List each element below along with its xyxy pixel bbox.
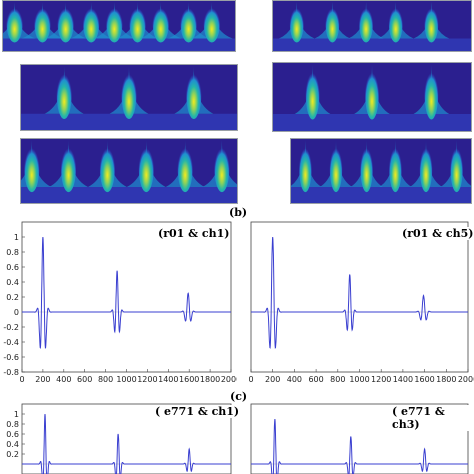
scalogram-peak: [424, 67, 439, 120]
x-tick-label: 1200: [371, 375, 391, 384]
plot-frame: [250, 221, 469, 373]
scalogram-peak: [289, 4, 304, 43]
x-tick-label: 600: [77, 375, 92, 384]
scalogram-peak: [419, 143, 433, 193]
annotation-chart-3: ( e771 & ch1): [155, 405, 240, 418]
x-tick-label: 1000: [349, 375, 369, 384]
scalogram-peak: [329, 143, 343, 193]
scalogram-peak: [106, 4, 123, 43]
signal-line: [251, 236, 468, 349]
annotation-chart-1: (r01 & ch1): [158, 227, 230, 240]
x-tick-label: 1800: [200, 375, 220, 384]
y-tick-label: 0.2: [6, 450, 19, 459]
scalogram-band: [21, 187, 237, 203]
x-tick-label: 1600: [179, 375, 199, 384]
scalogram-peak: [305, 67, 320, 120]
scalogram-band: [273, 114, 471, 131]
scalogram-peak: [138, 143, 154, 193]
x-tick-label: 200: [265, 375, 280, 384]
scalogram-low-right: [290, 138, 472, 204]
scalogram-peak: [325, 4, 340, 43]
plot-frame: [21, 221, 232, 373]
scalogram-peak: [177, 143, 193, 193]
x-tick-label: 400: [287, 375, 302, 384]
scalogram-band: [291, 187, 471, 203]
x-tick-label: 0: [19, 375, 24, 384]
annotation-chart-2: (r01 & ch5): [402, 227, 474, 240]
signal-line: [22, 413, 231, 474]
scalogram-peak: [214, 143, 230, 193]
signal-line: [22, 236, 231, 349]
y-tick-label: -0.4: [3, 338, 19, 347]
signal-line: [251, 418, 468, 474]
x-tick-label: 200: [35, 375, 50, 384]
scalogram-mid-left: [20, 64, 238, 131]
scalogram-peak: [34, 4, 51, 43]
scalogram-peak: [56, 69, 72, 119]
y-tick-label: -0.2: [3, 323, 19, 332]
scalogram-peak: [450, 143, 463, 193]
y-tick-label: 1: [14, 233, 19, 242]
x-tick-label: 600: [308, 375, 323, 384]
scalogram-peak: [359, 4, 373, 43]
x-tick-label: 400: [56, 375, 71, 384]
x-tick-label: 1600: [414, 375, 434, 384]
x-tick-label: 1800: [436, 375, 456, 384]
scalogram-peak: [389, 143, 402, 193]
figure-label-b: (b): [229, 206, 248, 219]
scalogram-peak: [203, 4, 220, 43]
scalogram-top-left: [2, 0, 236, 52]
scalogram-peak: [57, 4, 74, 43]
x-tick-label: 1400: [158, 375, 178, 384]
x-tick-label: 800: [330, 375, 345, 384]
annotation-chart-4: ( e771 & ch3): [392, 405, 474, 431]
scalogram-peak: [180, 4, 197, 43]
scalogram-peak: [388, 4, 403, 43]
scalogram-band: [21, 113, 237, 130]
line-chart-1: -0.8 -0.6 -0.4 -0.2 0 0.2 0.4 0.6 0.8 1 0 200 400 600…: [3, 221, 237, 384]
y-tick-label: 0: [14, 308, 19, 317]
y-tick-label: 0.4: [6, 440, 19, 449]
scalogram-peak: [360, 143, 373, 193]
scalogram-peak: [299, 143, 312, 193]
scalogram-peak: [24, 143, 40, 193]
scalogram-peak: [186, 69, 202, 119]
x-tick-label: 1200: [137, 375, 157, 384]
scalogram-peak: [152, 4, 169, 43]
scalogram-peak: [99, 143, 115, 193]
scalogram-peak: [129, 4, 146, 43]
y-tick-label: 0.4: [6, 278, 19, 287]
y-tick-label: 0.6: [6, 430, 19, 439]
scalogram-peak: [6, 4, 23, 43]
y-tick-label: 0.8: [6, 248, 19, 257]
x-tick-label: 0: [248, 375, 253, 384]
x-tick-label: 1000: [116, 375, 136, 384]
scalogram-peak: [60, 143, 77, 193]
scalogram-low-left: [20, 138, 238, 204]
x-tick-label: 800: [98, 375, 113, 384]
scalogram-mid-right: [272, 62, 472, 132]
scalogram-peak: [365, 67, 379, 120]
y-tick-label: -0.6: [3, 353, 19, 362]
y-tick-label: 1: [14, 410, 19, 419]
scalogram-top-right: [272, 0, 472, 52]
scalogram-band: [273, 38, 471, 51]
figure-label-c: (c): [230, 390, 248, 403]
x-tick-label: 1400: [393, 375, 413, 384]
scalogram-peak: [83, 4, 100, 43]
y-tick-label: -0.8: [3, 368, 19, 377]
scalogram-band: [3, 38, 235, 51]
y-tick-label: 0.8: [6, 420, 19, 429]
y-tick-label: 0.6: [6, 263, 19, 272]
scalogram-peak: [424, 4, 439, 43]
y-tick-label: 0.2: [6, 293, 19, 302]
scalogram-peak: [121, 69, 137, 119]
